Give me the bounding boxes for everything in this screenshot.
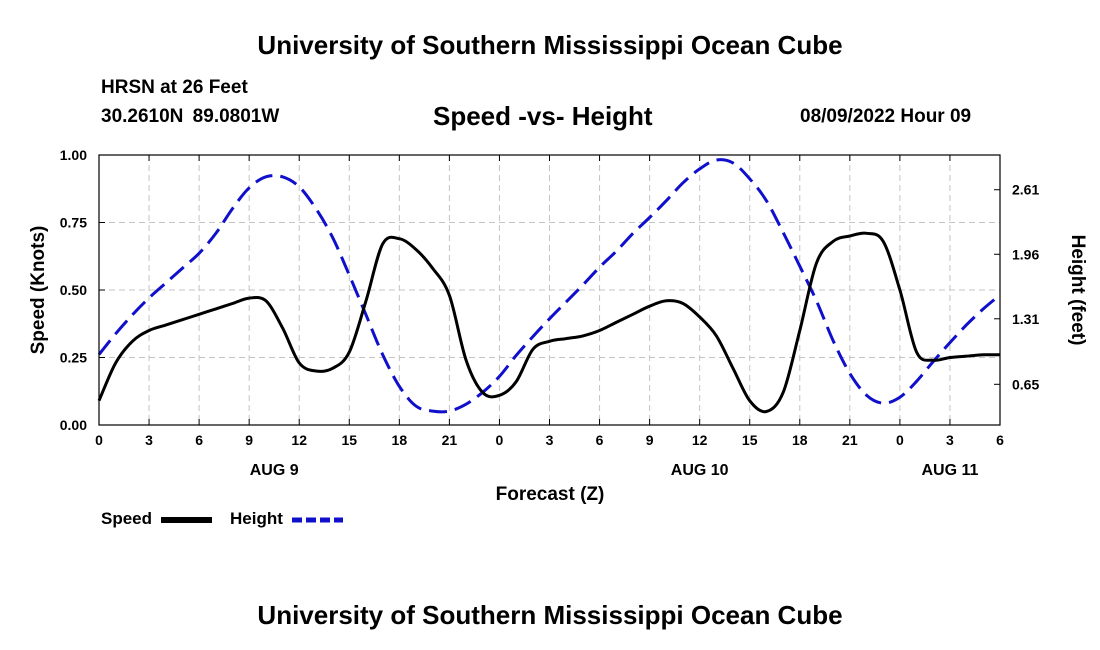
- x-axis-title: Forecast (Z): [496, 484, 605, 505]
- x-tick-label: 6: [596, 432, 604, 448]
- chart-title: Speed -vs- Height: [433, 101, 653, 131]
- x-tick-label: 21: [842, 432, 858, 448]
- y2-tick-label: 2.61: [1012, 182, 1039, 198]
- x-tick-label: 6: [996, 432, 1004, 448]
- x-tick-label: 0: [496, 432, 504, 448]
- y2-tick-label: 1.31: [1012, 311, 1039, 327]
- date-label: AUG 10: [671, 462, 729, 479]
- grid: [99, 155, 1000, 425]
- y2-axis-title: Height (feet): [1067, 235, 1088, 346]
- y-tick-label: 0.00: [60, 417, 87, 433]
- y-tick-label: 0.75: [60, 215, 87, 231]
- x-tick-label: 15: [742, 432, 758, 448]
- x-tick-label: 18: [392, 432, 408, 448]
- x-tick-label: 3: [145, 432, 153, 448]
- x-tick-label: 3: [546, 432, 554, 448]
- x-tick-label: 12: [291, 432, 307, 448]
- y-tick-label: 1.00: [60, 147, 87, 163]
- x-tick-label: 9: [646, 432, 654, 448]
- x-tick-label: 15: [341, 432, 357, 448]
- y-axis-title: Speed (Knots): [28, 226, 49, 355]
- x-tick-label: 6: [195, 432, 203, 448]
- x-tick-label: 18: [792, 432, 808, 448]
- legend-height-label: Height: [230, 509, 283, 528]
- bottom-title: University of Southern Mississippi Ocean…: [257, 600, 843, 630]
- x-tick-label: 12: [692, 432, 708, 448]
- date-label: AUG 11: [921, 462, 978, 479]
- series-layer: [97, 158, 1001, 414]
- top-title: University of Southern Mississippi Ocean…: [257, 30, 843, 60]
- x-tick-label: 0: [896, 432, 904, 448]
- series-line-speed: [97, 231, 1001, 414]
- x-tick-label: 9: [245, 432, 253, 448]
- date-label: AUG 9: [250, 462, 299, 479]
- coordinates-label: 30.2610N 89.0801W: [101, 106, 280, 127]
- x-tick-label: 21: [442, 432, 458, 448]
- legend-speed-label: Speed: [101, 509, 153, 528]
- x-tick-label: 0: [95, 432, 103, 448]
- y2-tick-label: 1.96: [1012, 246, 1039, 262]
- station-label: HRSN at 26 Feet: [101, 77, 248, 98]
- y2-tick-label: 0.65: [1012, 376, 1039, 392]
- y-tick-label: 0.50: [60, 282, 87, 298]
- axes: 0 3 6 9 12 15 18 21 0 3 6 9 12 15 18 21 0 3 6 0.00 0.25 0.50 0…: [60, 147, 1040, 479]
- x-tick-label: 3: [946, 432, 954, 448]
- forecast-datetime: 08/09/2022 Hour 09: [800, 106, 972, 127]
- y-tick-label: 0.25: [60, 350, 87, 366]
- series-line-height: [97, 158, 1001, 414]
